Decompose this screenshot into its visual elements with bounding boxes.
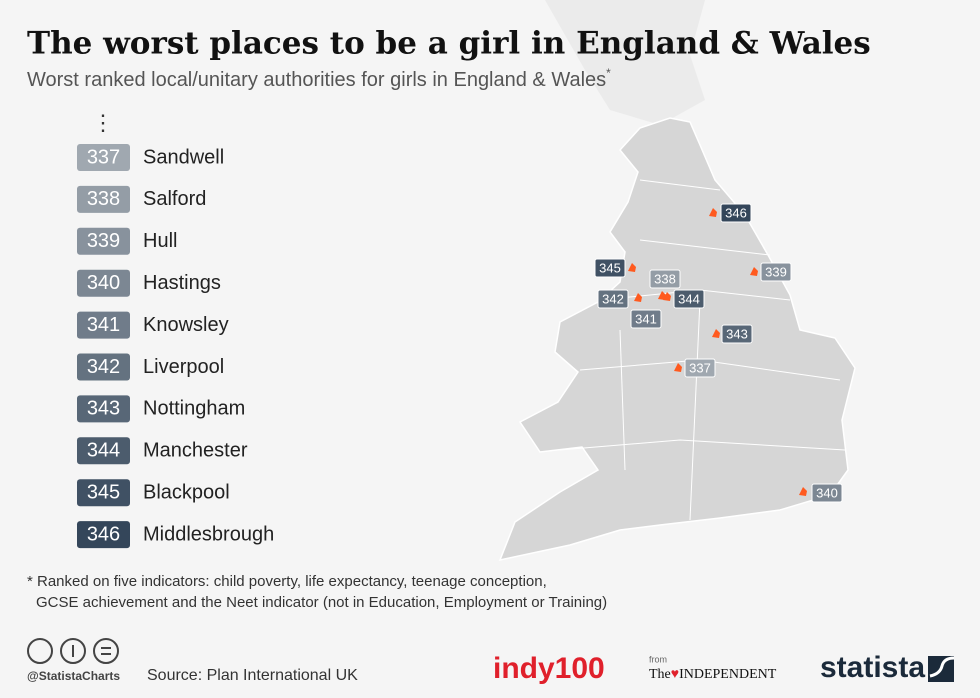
map-shape <box>498 117 856 562</box>
map-badge <box>811 483 843 503</box>
area-spot <box>674 363 682 372</box>
authority-name: Knowsley <box>143 314 229 336</box>
statista-logo: statista <box>820 651 925 684</box>
authority-name: Liverpool <box>143 356 224 378</box>
map-rank: 345 <box>599 260 621 275</box>
footnote: GCSE achievement and the Neet indicator … <box>36 594 607 611</box>
from-label: from <box>649 654 667 664</box>
rank-badge <box>77 185 130 213</box>
authority-name: Blackpool <box>143 481 230 503</box>
rank-number: 345 <box>87 481 120 503</box>
map-rank: 346 <box>725 205 747 220</box>
map-badge <box>684 358 716 378</box>
map-borders <box>559 179 846 521</box>
rank-number: 338 <box>87 188 120 210</box>
area-spot <box>750 267 758 276</box>
rank-badge <box>77 479 130 507</box>
rank-number: 339 <box>87 230 120 252</box>
rank-number: 343 <box>87 398 120 420</box>
map-rank: 339 <box>765 264 787 279</box>
rank-number: 346 <box>87 523 120 545</box>
map-rank: 340 <box>816 485 838 500</box>
scotland-shape <box>545 0 705 125</box>
authority-name: Salford <box>143 188 206 210</box>
rank-badge <box>77 395 130 423</box>
map-badge <box>597 289 629 309</box>
subtitle: Worst ranked local/unitary authorities f… <box>27 66 611 91</box>
ellipsis: ⋮ <box>92 110 114 135</box>
authority-name: Middlesbrough <box>143 523 274 545</box>
source: Source: Plan International UK <box>147 667 358 684</box>
rank-badge <box>77 227 130 255</box>
cc-icons <box>27 638 119 664</box>
map-rank: 337 <box>689 360 711 375</box>
map-badge <box>720 203 752 223</box>
authority-name: Manchester <box>143 440 248 462</box>
area-spot <box>709 208 717 217</box>
independent: INDEPENDENT <box>679 667 777 682</box>
map-rank: 342 <box>602 291 624 306</box>
map-rank: 343 <box>726 326 748 341</box>
authority-name: Nottingham <box>143 398 245 420</box>
map-rank: 341 <box>635 311 657 326</box>
subtitle-mark: * <box>606 66 611 80</box>
rank-badge <box>77 144 130 171</box>
map-rank: 344 <box>678 291 700 306</box>
rank-badge <box>77 521 130 549</box>
map-badge <box>721 324 753 344</box>
authority-name: Hull <box>143 230 177 252</box>
statista-icon-wave <box>929 656 955 678</box>
rank-number: 342 <box>87 356 120 378</box>
rank-badge <box>77 353 130 381</box>
title: The worst places to be a girl in England… <box>27 26 871 62</box>
map-badge <box>673 289 705 309</box>
rank-badge <box>77 269 130 297</box>
subtitle-text: Worst ranked local/unitary authorities f… <box>27 69 606 91</box>
map-badge <box>594 258 626 278</box>
area-spot <box>634 293 642 302</box>
area-spot <box>628 263 636 272</box>
rank-number: 341 <box>87 314 120 336</box>
indy-logo: indy100 <box>493 652 605 685</box>
rank-badge <box>77 437 130 465</box>
eagle: ♥ <box>671 667 679 682</box>
rank-badge <box>77 311 130 339</box>
rank-number: 340 <box>87 272 120 294</box>
area-spot <box>799 487 807 496</box>
area-spot <box>663 292 671 301</box>
map-badge <box>760 262 792 282</box>
area-spot <box>712 329 720 338</box>
map-rank: 338 <box>654 271 676 286</box>
authority-name: Hastings <box>143 272 221 294</box>
independent-logo: The♥INDEPENDENT <box>649 667 777 682</box>
map-badge <box>649 269 681 289</box>
footnote: * Ranked on five indicators: child pover… <box>27 573 547 590</box>
handle: @StatistaCharts <box>27 669 120 683</box>
area-spot <box>658 291 666 300</box>
rank-number: 337 <box>87 146 120 168</box>
map-badge <box>630 309 662 329</box>
rank-number: 344 <box>87 440 120 462</box>
authority-name: Sandwell <box>143 146 224 168</box>
the: The <box>649 667 671 682</box>
